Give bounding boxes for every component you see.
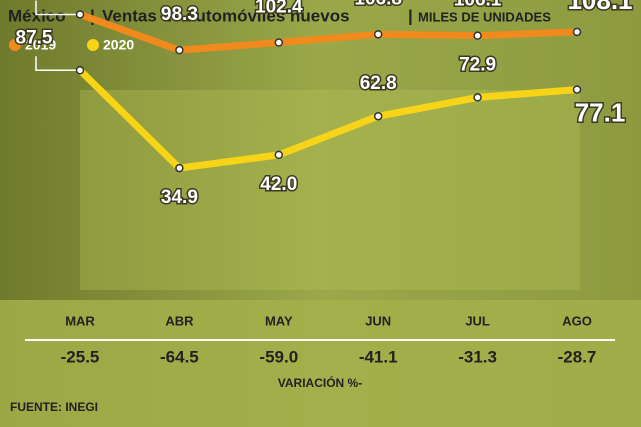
variation-value: -64.5 xyxy=(160,347,199,366)
divider: | xyxy=(408,6,413,25)
variation-value: -31.3 xyxy=(458,347,497,366)
data-point xyxy=(275,151,282,158)
data-point xyxy=(375,113,382,120)
data-label: 72.9 xyxy=(459,54,496,75)
data-point xyxy=(474,32,481,39)
data-label: 106.1 xyxy=(454,0,502,11)
variation-value: -25.5 xyxy=(61,347,100,366)
variation-label: VARIACIÓN %- xyxy=(278,375,362,390)
data-point xyxy=(77,67,84,74)
data-label: 98.3 xyxy=(161,4,198,25)
x-tick-label: JUN xyxy=(365,313,391,328)
data-point xyxy=(176,165,183,172)
x-tick-label: ABR xyxy=(165,313,194,328)
source: FUENTE: INEGI xyxy=(10,400,98,414)
x-tick-label: MAY xyxy=(265,313,293,328)
legend-label: 2020 xyxy=(103,37,134,53)
data-label: 42.0 xyxy=(260,174,297,195)
highlight-panel xyxy=(80,90,580,290)
data-point xyxy=(77,11,84,18)
legend-marker xyxy=(87,39,99,51)
data-label: 108.1 xyxy=(567,0,632,15)
chart-subtitle: Ventas de automóviles nuevos xyxy=(102,6,350,25)
variation-value: -41.1 xyxy=(359,347,398,366)
chart: México | Ventas de automóviles nuevos | … xyxy=(0,0,641,427)
data-point xyxy=(275,39,282,46)
data-label: 102.4 xyxy=(255,0,303,18)
chart-title: México xyxy=(8,6,66,25)
data-label: 106.8 xyxy=(354,0,402,9)
data-point xyxy=(574,28,581,35)
variation-value: -59.0 xyxy=(259,347,298,366)
x-tick-label: AGO xyxy=(562,313,592,328)
data-label: 77.1 xyxy=(575,97,626,127)
data-point xyxy=(375,31,382,38)
data-point xyxy=(176,47,183,54)
data-label: 34.9 xyxy=(161,187,198,208)
x-tick-label: MAR xyxy=(65,313,95,328)
data-point xyxy=(474,94,481,101)
data-label: 87.5 xyxy=(16,27,53,48)
data-label: 62.8 xyxy=(360,73,397,94)
data-point xyxy=(574,86,581,93)
unit-label: MILES DE UNIDADES xyxy=(418,9,551,24)
variation-value: -28.7 xyxy=(558,347,597,366)
x-tick-label: JUL xyxy=(465,313,490,328)
